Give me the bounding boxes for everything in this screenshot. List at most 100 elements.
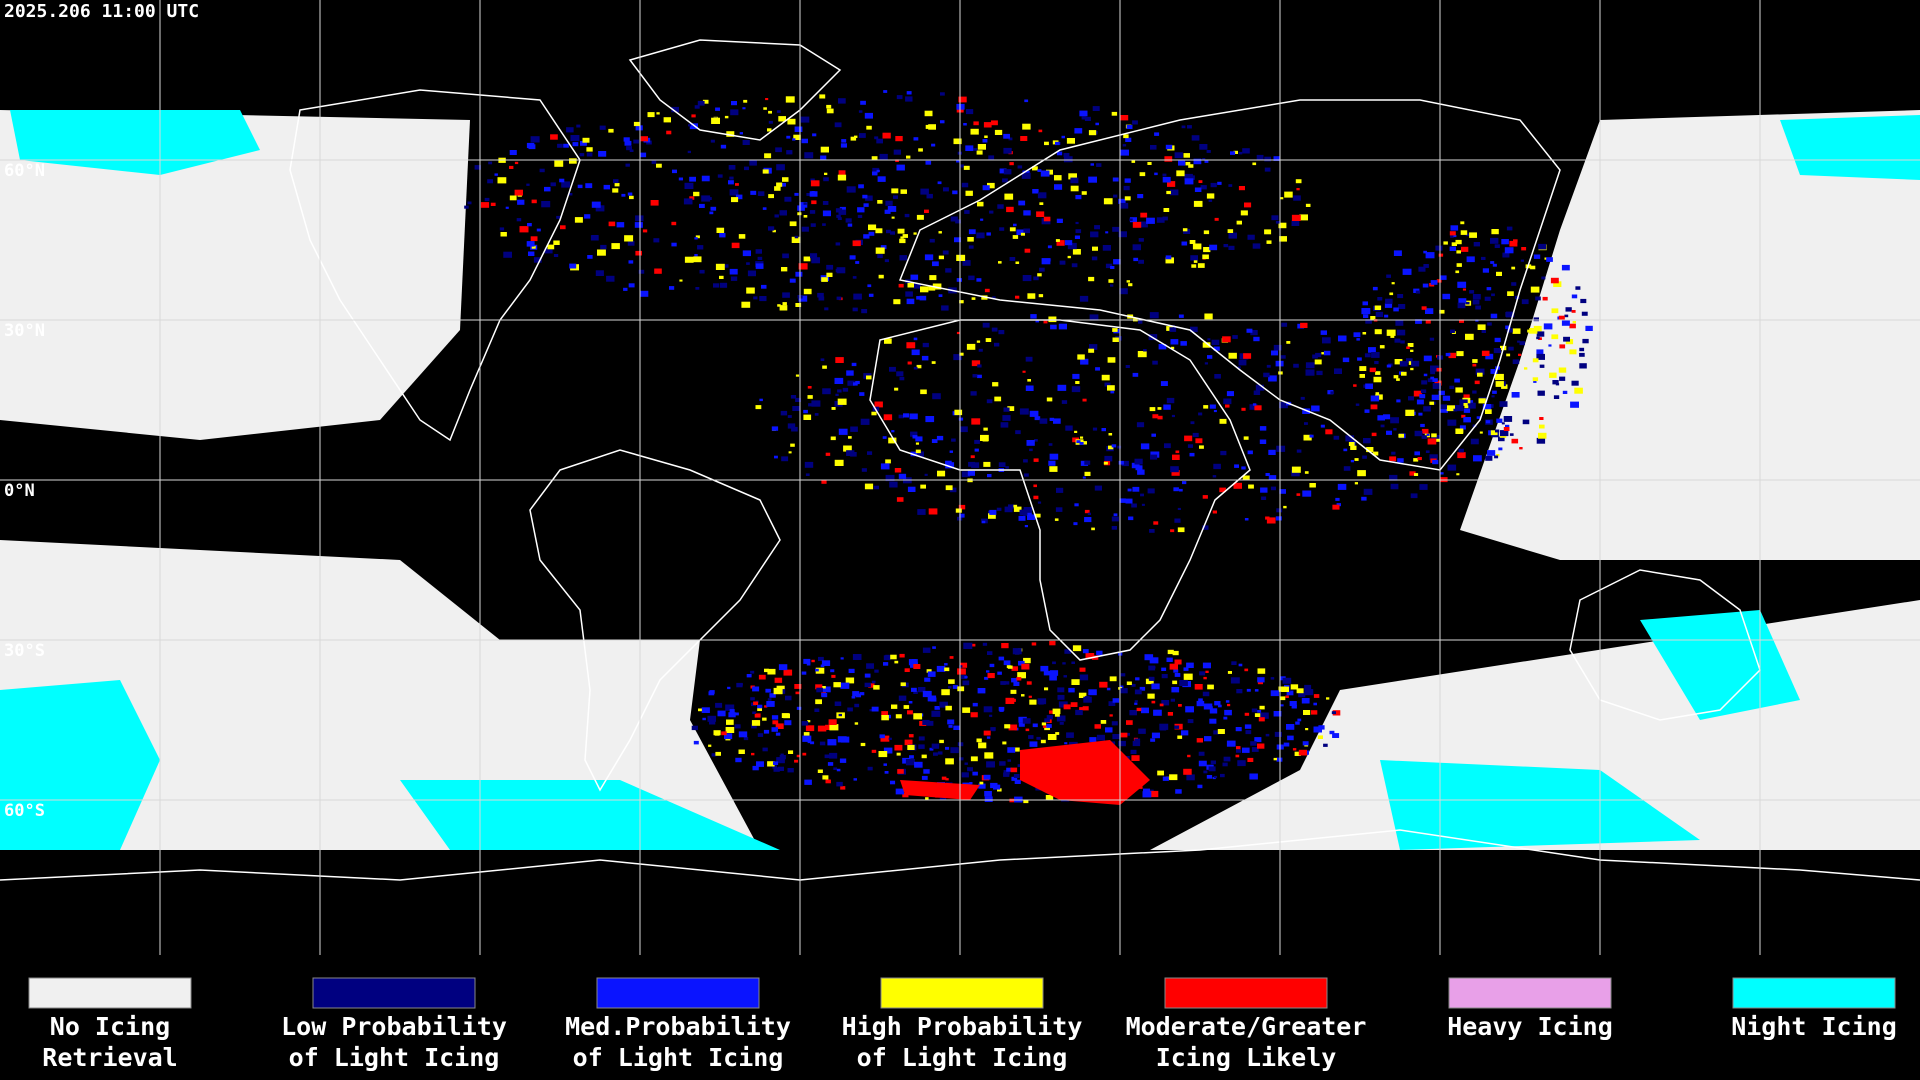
icing-speckle xyxy=(559,178,565,183)
icing-speckle xyxy=(672,169,677,174)
icing-speckle xyxy=(1503,427,1510,431)
icing-speckle xyxy=(1390,417,1399,424)
icing-speckle xyxy=(913,690,918,694)
icing-speckle xyxy=(629,149,634,152)
icing-speckle xyxy=(836,781,843,787)
icing-speckle xyxy=(1565,339,1574,345)
icing-speckle xyxy=(1228,184,1233,187)
icing-speckle xyxy=(627,241,635,246)
icing-speckle xyxy=(1532,377,1539,382)
icing-speckle xyxy=(793,134,801,140)
icing-speckle xyxy=(1463,394,1470,399)
icing-speckle xyxy=(894,468,902,473)
icing-speckle xyxy=(1228,352,1237,359)
icing-speckle xyxy=(845,677,855,684)
icing-speckle xyxy=(1313,702,1317,706)
icing-speckle xyxy=(811,257,820,264)
icing-speckle xyxy=(1099,681,1108,688)
icing-speckle xyxy=(1039,267,1045,272)
icing-speckle xyxy=(1209,718,1217,724)
icing-speckle xyxy=(833,767,837,770)
icing-speckle xyxy=(998,330,1005,335)
icing-speckle xyxy=(787,118,796,125)
icing-speckle xyxy=(1193,260,1198,263)
icing-speckle xyxy=(1024,525,1028,528)
icing-speckle xyxy=(1070,702,1078,707)
icing-speckle xyxy=(1164,156,1173,162)
icing-speckle xyxy=(1023,228,1030,234)
icing-speckle xyxy=(822,210,831,217)
icing-speckle xyxy=(1027,514,1036,520)
icing-speckle xyxy=(1008,724,1018,731)
icing-speckle xyxy=(822,365,827,369)
icing-speckle xyxy=(1198,412,1203,416)
icing-speckle xyxy=(1185,706,1194,713)
icing-speckle xyxy=(822,201,829,205)
icing-speckle xyxy=(1217,181,1222,185)
icing-speckle xyxy=(768,110,772,114)
icing-speckle xyxy=(1438,253,1444,257)
icing-speckle xyxy=(487,179,493,184)
icing-speckle xyxy=(1202,691,1210,697)
icing-speckle xyxy=(906,155,911,159)
icing-speckle xyxy=(1071,679,1080,685)
icing-speckle xyxy=(1200,185,1207,190)
icing-speckle xyxy=(671,242,677,247)
icing-speckle xyxy=(1118,460,1124,465)
legend-swatch xyxy=(1732,977,1896,1009)
icing-speckle xyxy=(1091,256,1098,261)
icing-speckle xyxy=(977,364,982,368)
icing-speckle xyxy=(1224,709,1232,716)
icing-speckle xyxy=(1003,147,1012,154)
icing-speckle xyxy=(1265,516,1270,520)
icing-speckle xyxy=(1190,326,1198,333)
icing-speckle xyxy=(1551,308,1559,314)
icing-speckle xyxy=(1331,711,1336,715)
icing-speckle xyxy=(586,152,593,157)
icing-speckle xyxy=(1064,240,1073,246)
icing-speckle xyxy=(1249,404,1258,410)
icing-speckle xyxy=(1147,693,1155,699)
icing-speckle xyxy=(517,199,525,205)
icing-speckle xyxy=(949,450,953,453)
icing-speckle xyxy=(768,194,774,199)
icing-speckle xyxy=(755,249,762,254)
icing-speckle xyxy=(1147,162,1152,165)
icing-speckle xyxy=(1383,414,1391,420)
icing-speckle xyxy=(1368,347,1376,353)
icing-speckle xyxy=(1502,252,1510,258)
icing-speckle xyxy=(1473,242,1480,247)
icing-speckle xyxy=(1089,344,1098,350)
icing-speckle xyxy=(1073,522,1078,526)
icing-speckle xyxy=(1025,356,1033,362)
icing-speckle xyxy=(796,706,802,710)
icing-speckle xyxy=(1309,434,1314,438)
icing-speckle xyxy=(910,274,919,280)
icing-speckle xyxy=(738,234,746,239)
icing-speckle xyxy=(707,715,716,722)
icing-speckle xyxy=(509,150,517,155)
icing-speckle xyxy=(1065,425,1073,431)
icing-speckle xyxy=(852,276,857,279)
icing-speckle xyxy=(1518,353,1522,356)
icing-speckle xyxy=(895,788,904,795)
icing-speckle xyxy=(1137,194,1144,199)
icing-speckle xyxy=(1304,684,1312,690)
icing-speckle xyxy=(896,164,905,171)
icing-speckle xyxy=(1055,507,1063,512)
icing-speckle xyxy=(1507,291,1514,296)
icing-speckle xyxy=(1292,748,1297,751)
icing-speckle xyxy=(899,255,907,261)
icing-speckle xyxy=(1276,757,1283,762)
icing-speckle xyxy=(741,301,751,308)
icing-speckle xyxy=(1190,255,1198,261)
icing-speckle xyxy=(689,176,696,182)
icing-speckle xyxy=(734,712,739,716)
icing-speckle xyxy=(1391,451,1396,455)
icing-speckle xyxy=(595,205,605,212)
icing-speckle xyxy=(867,284,872,288)
icing-speckle xyxy=(1203,247,1211,253)
icing-speckle xyxy=(898,283,904,288)
icing-speckle xyxy=(1476,416,1481,419)
icing-speckle xyxy=(734,724,741,729)
